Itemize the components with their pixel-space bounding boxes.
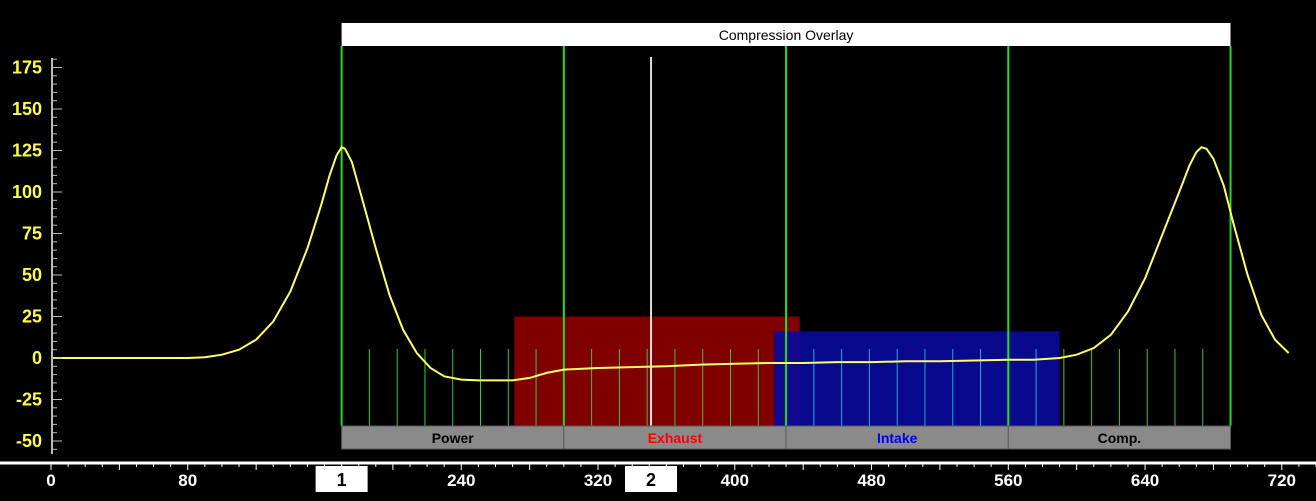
phase-label-4: Comp. bbox=[1098, 430, 1142, 446]
y-tick-label-9: -25 bbox=[16, 390, 42, 410]
phase-label-3: Intake bbox=[877, 430, 918, 446]
x-tick-label-4: 320 bbox=[584, 471, 612, 490]
y-tick-label-8: 0 bbox=[32, 348, 42, 368]
x-tick-label-3: 240 bbox=[447, 471, 475, 490]
x-tick-label-7: 560 bbox=[994, 471, 1022, 490]
chart-title: Compression Overlay bbox=[719, 27, 854, 43]
x-tick-label-6: 480 bbox=[857, 471, 885, 490]
y-tick-label-4: 100 bbox=[12, 182, 42, 202]
valve-region-2 bbox=[774, 331, 1060, 426]
valve-region-1 bbox=[514, 316, 800, 426]
y-tick-label-1: 175 bbox=[12, 58, 42, 78]
cursor-marker-label-2: 2 bbox=[646, 470, 656, 490]
x-tick-label-2: 80 bbox=[178, 471, 197, 490]
x-tick-label-5: 400 bbox=[721, 471, 749, 490]
cursor-marker-label-1: 1 bbox=[337, 470, 347, 490]
phase-label-1: Power bbox=[432, 430, 475, 446]
y-tick-label-2: 150 bbox=[12, 99, 42, 119]
x-tick-label-8: 640 bbox=[1131, 471, 1159, 490]
y-tick-label-6: 50 bbox=[22, 265, 42, 285]
y-tick-label-3: 125 bbox=[12, 141, 42, 161]
phase-label-2: Exhaust bbox=[648, 430, 703, 446]
x-tick-label-1: 0 bbox=[46, 471, 55, 490]
cursor-marker-2 bbox=[625, 466, 678, 492]
title-banner bbox=[341, 23, 1231, 46]
pressure-curve-1 bbox=[51, 145, 1290, 382]
phase-segment-4 bbox=[1007, 425, 1232, 450]
y-tick-label-5: 75 bbox=[22, 224, 42, 244]
y-tick-label-10: -50 bbox=[16, 431, 42, 451]
cursor-marker-1 bbox=[315, 466, 368, 492]
y-tick-label-7: 25 bbox=[22, 307, 42, 327]
x-tick-label-9: 720 bbox=[1268, 471, 1296, 490]
